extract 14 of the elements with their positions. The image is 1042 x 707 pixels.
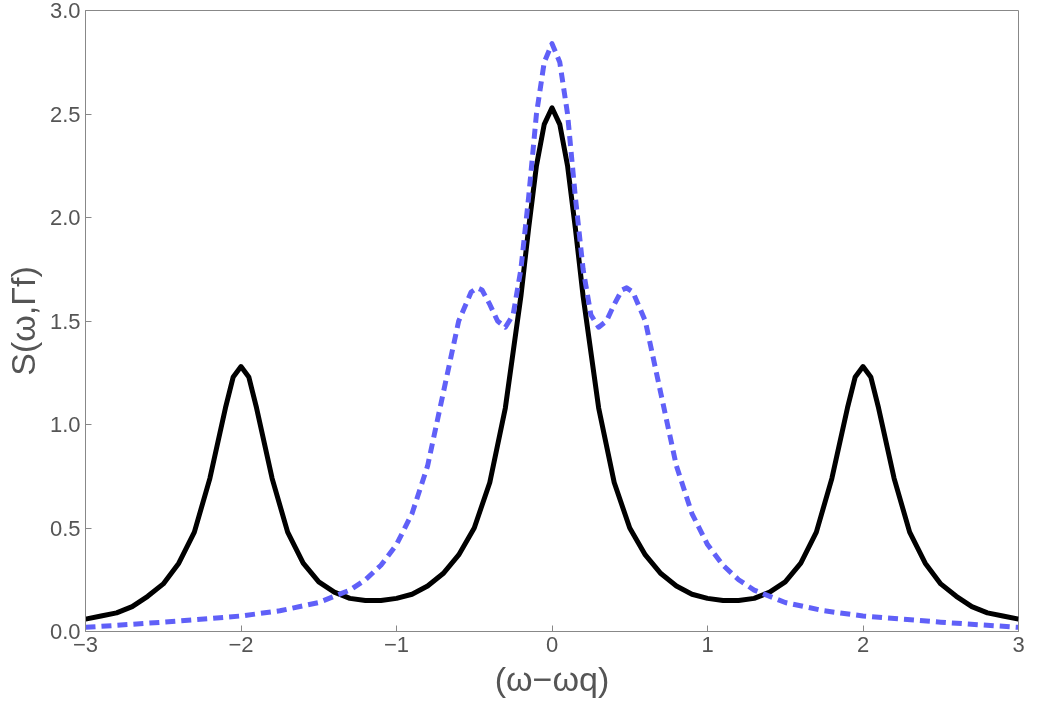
x-tick-label: 2: [856, 631, 870, 657]
y-tick-label: 3.0: [49, 0, 81, 23]
x-tick-label: −1: [383, 631, 410, 657]
y-axis-title: S(ω,Γf): [3, 266, 42, 376]
x-tick-label: 0: [545, 631, 559, 657]
y-tick-label: 2.0: [49, 205, 81, 230]
y-tick-label: 1.5: [49, 308, 81, 334]
x-tick-label: 3: [1012, 631, 1025, 657]
x-axis-title: (ω−ωq): [494, 659, 610, 698]
x-tick-label: −2: [228, 631, 254, 657]
x-tick-label: 1: [701, 631, 714, 657]
y-tick-label: 2.5: [49, 101, 81, 127]
y-tick-label: 1.0: [49, 412, 81, 437]
y-tick-label: 0.5: [49, 515, 81, 541]
